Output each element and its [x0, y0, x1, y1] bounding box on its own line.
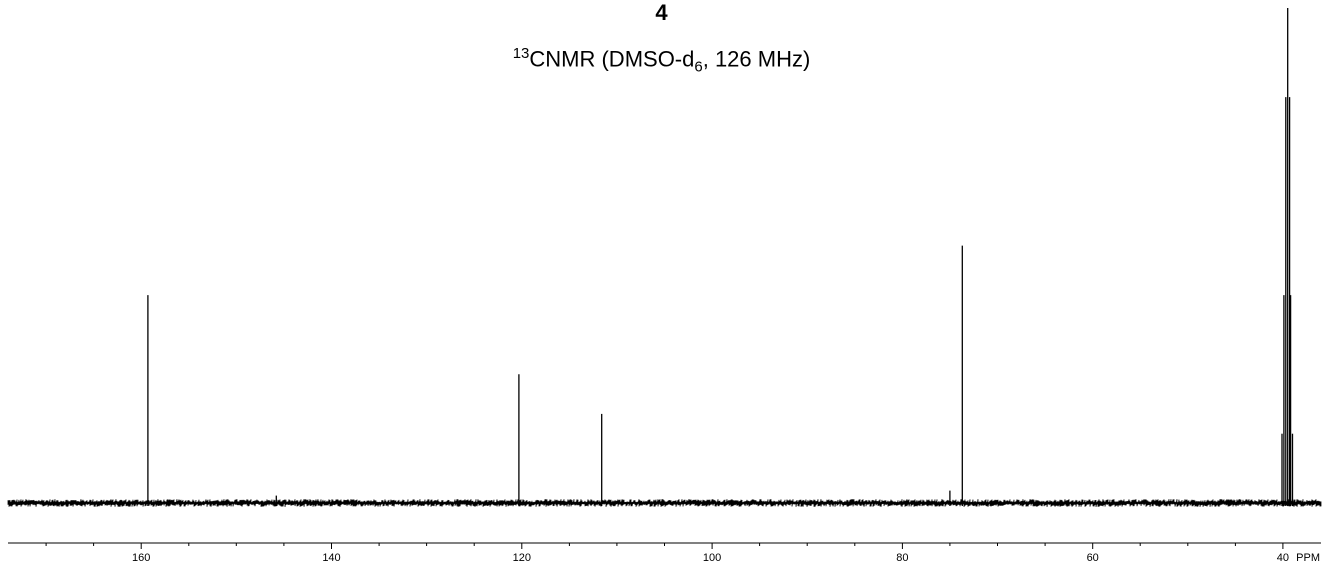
spectrum-trace-layer	[7, 8, 1322, 507]
isotope-superscript: 13	[512, 45, 530, 62]
spectrum-title: 13CNMR (DMSO-d6, 126 MHz)	[0, 40, 1323, 82]
x-axis-tick-label: 120	[513, 552, 531, 564]
solvent-subscript: 6	[694, 58, 703, 76]
x-axis-tick-label: 80	[896, 552, 908, 564]
x-axis-tick-label: 60	[1087, 552, 1099, 564]
spectrum-title-rest: , 126 MHz)	[702, 46, 811, 72]
compound-number: 4	[655, 0, 668, 25]
spectrum-baseline-noise	[7, 499, 1322, 507]
x-axis-tick-label: 140	[322, 552, 340, 564]
x-axis-tick-label: 40	[1277, 552, 1289, 564]
x-axis-tick-label: 160	[132, 552, 150, 564]
x-axis: 160 140 120 100 80 60 40	[8, 542, 1321, 564]
spectrum-title-main: CNMR (DMSO-d	[529, 46, 695, 72]
x-axis-tick-label: 100	[703, 552, 721, 564]
x-axis-unit-label: PPM	[1296, 552, 1320, 564]
